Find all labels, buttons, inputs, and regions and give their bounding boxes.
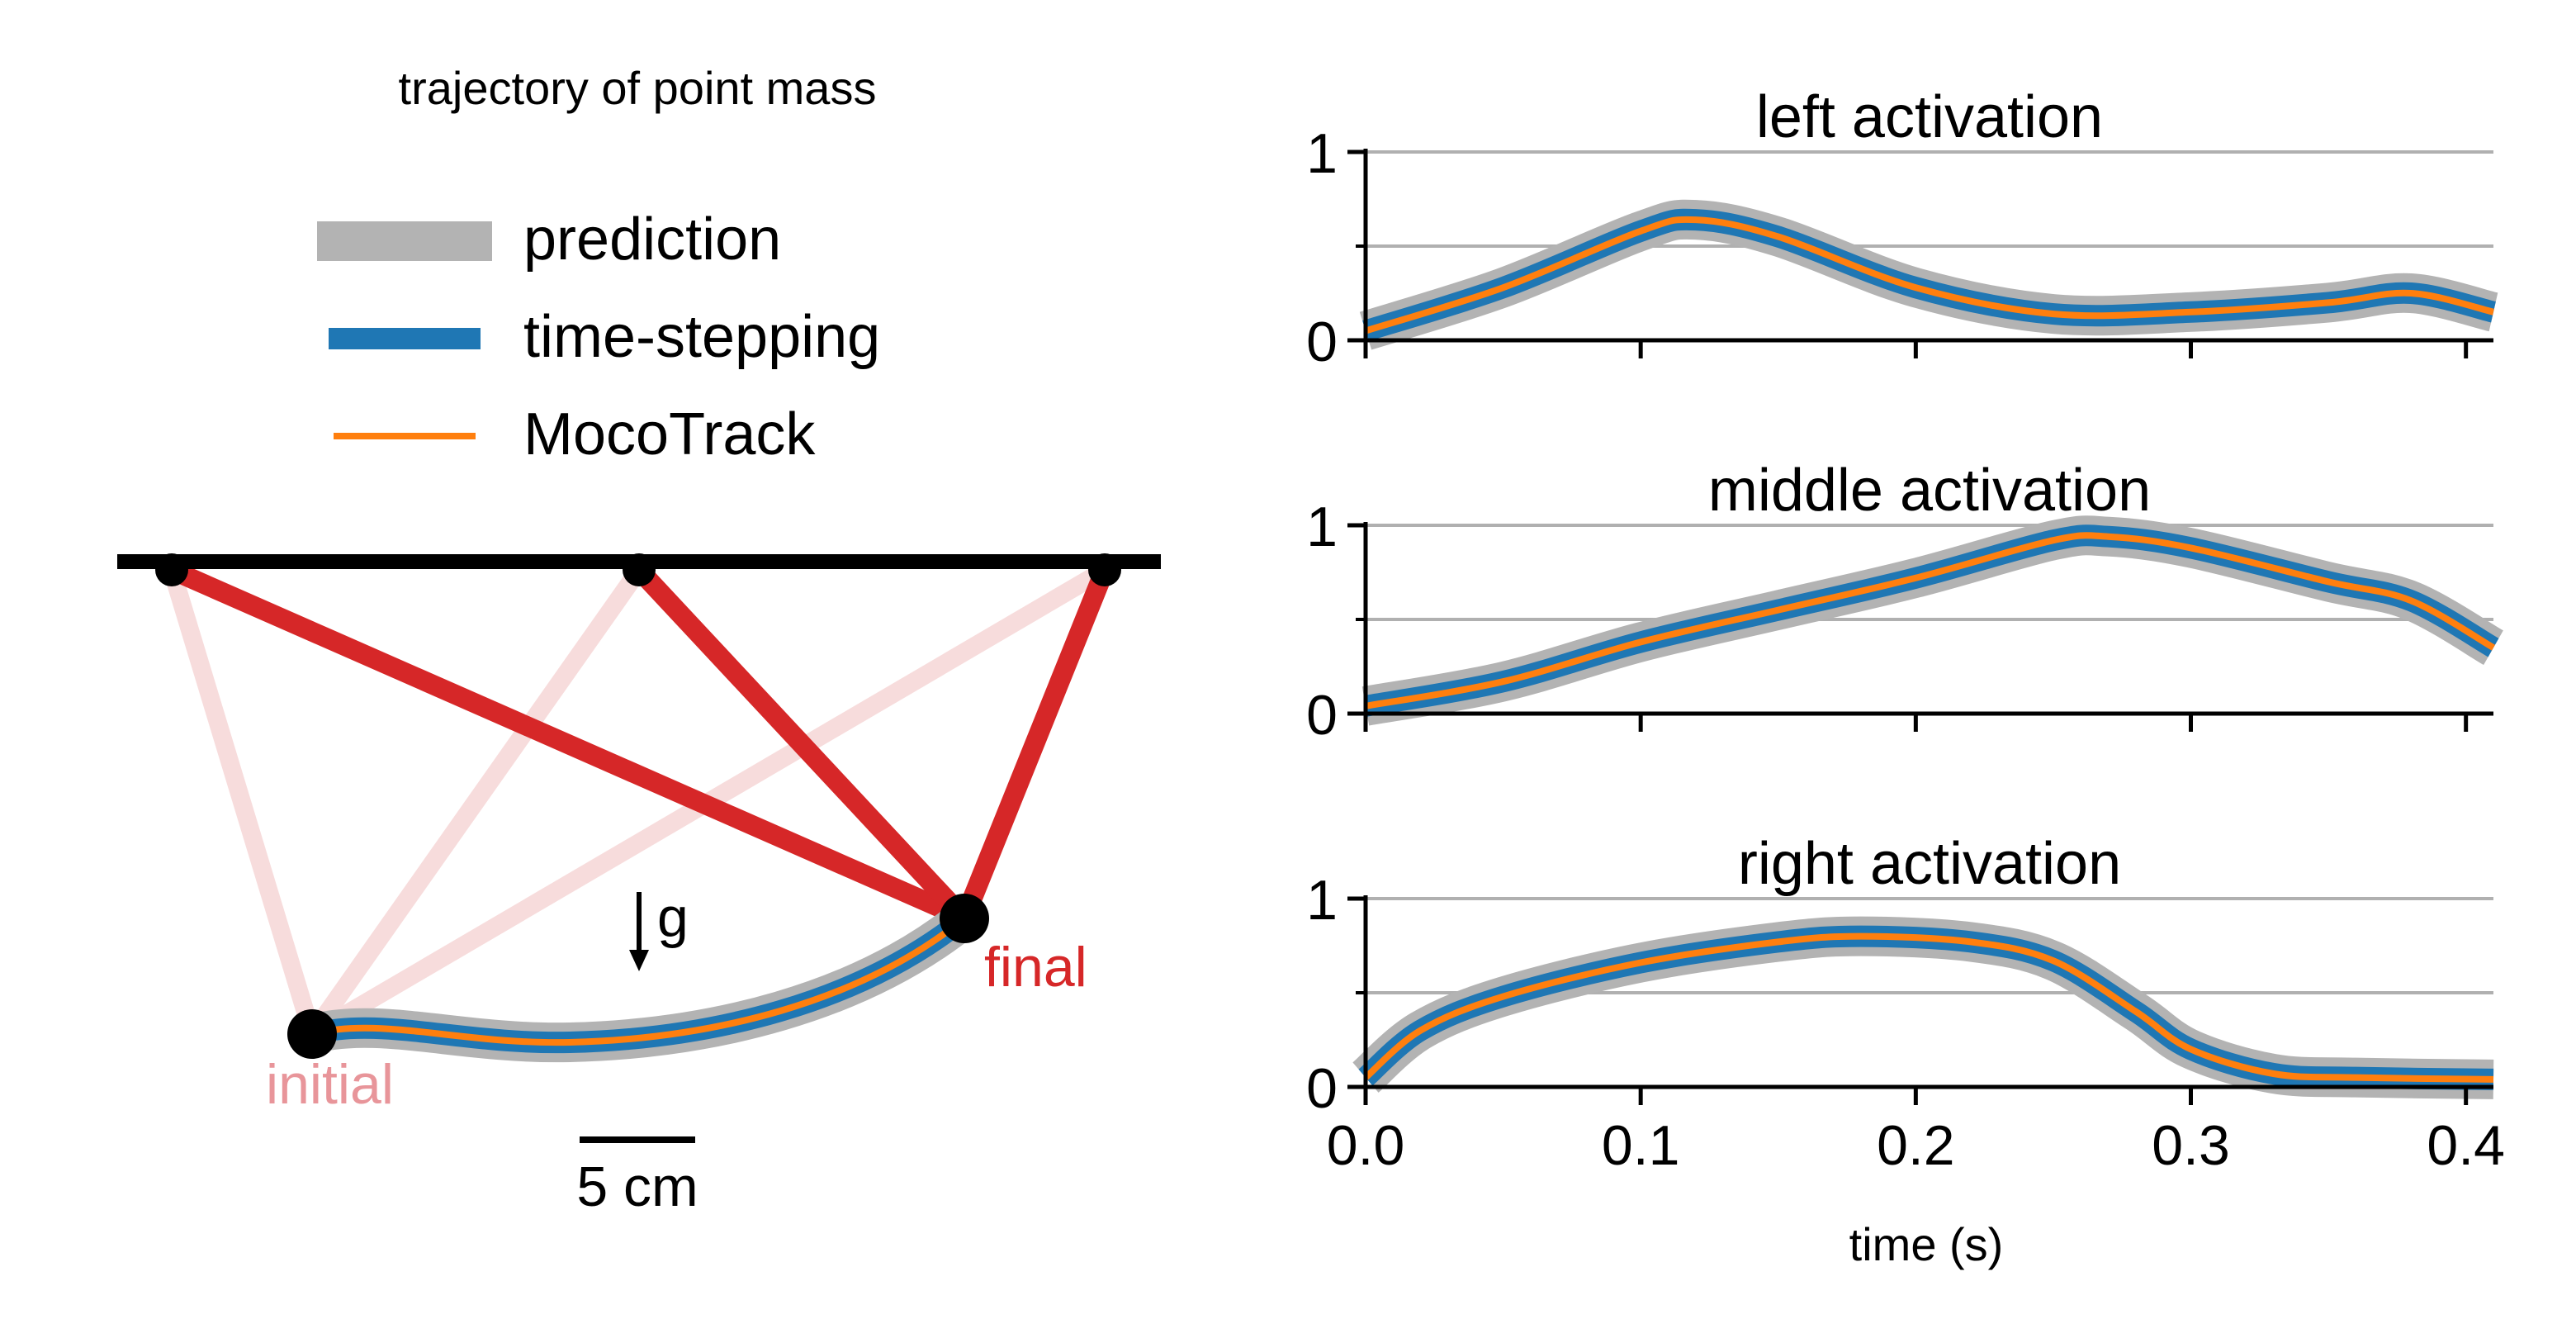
y-tick-label: 1 (1306, 869, 1338, 932)
x-tick-label: 0.4 (2427, 1114, 2505, 1177)
legend-label-prediction: prediction (523, 206, 781, 273)
y-tick-label: 1 (1306, 122, 1338, 185)
chart-right-activation: right activation 0 1 0.0 0.1 0.2 0.3 0.4 time (s… (1306, 831, 2505, 1270)
gravity-arrow-icon (629, 892, 649, 971)
series-line-mocotrack (1363, 932, 2494, 1083)
chart-middle-activation: middle activation 0 1 (1306, 458, 2504, 747)
legend: prediction time-stepping MocoTrack (317, 206, 880, 467)
legend-label-mocotrack: MocoTrack (523, 401, 816, 467)
initial-muscle-left (163, 561, 321, 1043)
x-tick-label: 0.0 (1327, 1114, 1405, 1177)
trajectory (292, 899, 984, 1063)
final-muscle-left (162, 560, 974, 928)
y-tick-label: 0 (1306, 1057, 1338, 1120)
chart-title: left activation (1756, 84, 2103, 150)
x-tick-label: 0.1 (1602, 1114, 1680, 1177)
anchor-middle (623, 553, 656, 586)
chart-title: middle activation (1708, 458, 2151, 524)
x-tick-label: 0.2 (1877, 1114, 1955, 1177)
final-muscles (162, 560, 1115, 928)
final-muscle-middle (629, 560, 974, 928)
point-mass-final (940, 894, 989, 943)
series-line-prediction (1352, 916, 2494, 1099)
trajectory-mocotrack (309, 915, 968, 1046)
anchor-right (1088, 553, 1121, 586)
series-line-mocotrack (1365, 532, 2495, 709)
gravity-label: g (657, 886, 689, 949)
scale-bar-label: 5 cm (576, 1155, 698, 1218)
anchor-left (155, 553, 188, 586)
x-axis-label: time (s) (1849, 1218, 2004, 1270)
final-muscle-right (954, 560, 1115, 928)
y-tick-label: 0 (1306, 684, 1338, 747)
x-tick-label: 0.3 (2152, 1114, 2230, 1177)
chart-left-activation: left activation 0 1 (1306, 84, 2498, 373)
point-mass-panel: trajectory of point mass prediction time… (117, 62, 1161, 1218)
legend-label-time-stepping: time-stepping (523, 304, 880, 370)
y-tick-label: 0 (1306, 311, 1338, 373)
series-line-mocotrack (1364, 216, 2494, 334)
point-mass-initial (287, 1009, 337, 1059)
initial-label: initial (266, 1053, 394, 1116)
panel-title: trajectory of point mass (399, 62, 877, 114)
chart-title: right activation (1738, 831, 2121, 897)
y-tick-label: 1 (1306, 496, 1338, 558)
initial-muscle-middle (303, 561, 648, 1043)
final-label: final (984, 936, 1087, 999)
